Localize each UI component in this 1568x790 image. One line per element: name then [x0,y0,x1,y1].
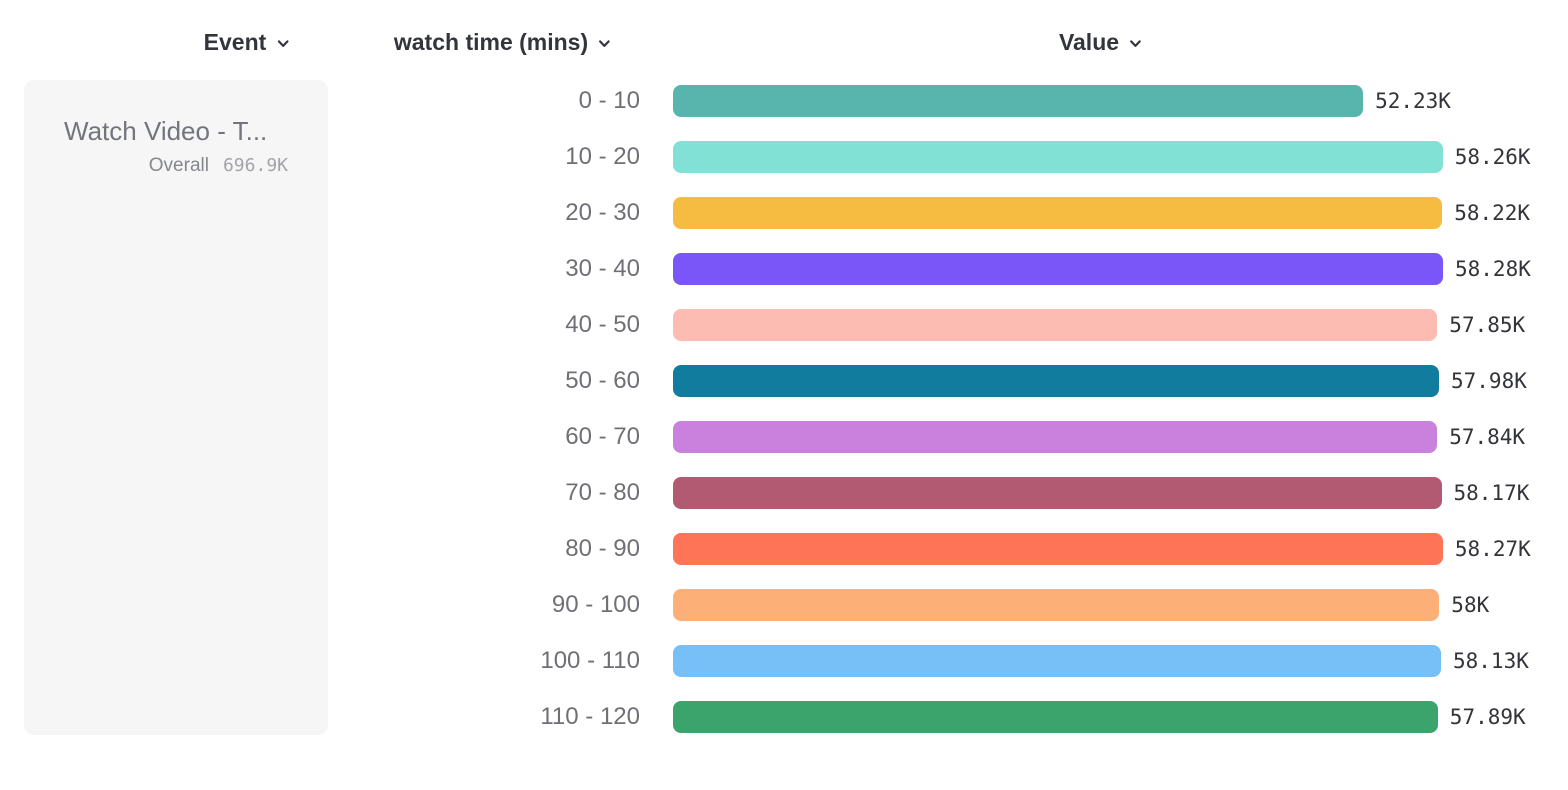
chevron-down-icon [1128,33,1143,51]
bar-value-label: 58K [1451,593,1490,617]
chart-row: 30 - 40 58.28K [440,241,1560,297]
event-column-label: Event [203,28,267,55]
bar-value-label: 58.27K [1454,537,1531,561]
bar-value-label: 58.13K [1453,649,1529,673]
bar-value-label: 57.89K [1449,705,1526,729]
bar[interactable] [673,85,1364,117]
bar-value-label: 58.22K [1454,201,1531,225]
bar[interactable] [673,253,1443,285]
bar-chart: 0 - 10 52.23K 10 - 20 58.26K 20 - 30 58.22K 30… [440,73,1560,745]
chart-row: 90 - 100 58K [440,577,1560,633]
chevron-down-icon [275,33,290,51]
bucket-label: 70 - 80 [565,479,640,506]
bucket-label: 40 - 50 [565,311,640,338]
bar[interactable] [673,141,1443,173]
overall-label: Overall [148,155,209,176]
bucket-label: 0 - 10 [578,87,640,114]
overall-value: 696.9K [222,155,288,176]
value-column-dropdown[interactable]: Value [1059,26,1143,58]
bar-value-label: 58.26K [1454,145,1531,169]
watch-time-column-dropdown[interactable]: watch time (mins) [394,26,612,58]
bar[interactable] [673,533,1443,565]
bucket-label: 90 - 100 [551,591,640,618]
bucket-label: 60 - 70 [565,423,640,450]
event-overall-row: Overall 696.9K [64,155,288,177]
bucket-label: 110 - 120 [540,703,640,730]
bar-value-label: 57.98K [1451,369,1527,393]
chevron-down-icon [597,33,612,51]
bucket-label: 80 - 90 [565,535,640,562]
chart-row: 50 - 60 57.98K [440,353,1560,409]
chart-row: 80 - 90 58.27K [440,521,1560,577]
chart-row: 70 - 80 58.17K [440,465,1560,521]
bucket-label: 20 - 30 [565,199,640,226]
chart-row: 20 - 30 58.22K [440,185,1560,241]
chart-row: 100 - 110 58.13K [440,633,1560,689]
bar-value-label: 57.84K [1449,425,1526,449]
event-legend-card[interactable]: Watch Video - T... Overall 696.9K [24,80,328,735]
bar[interactable] [673,645,1441,677]
chart-row: 10 - 20 58.26K [440,129,1560,185]
bucket-label: 10 - 20 [565,143,640,170]
bar-value-label: 52.23K [1375,89,1451,113]
bar-value-label: 57.85K [1449,313,1526,337]
chart-row: 40 - 50 57.85K [440,297,1560,353]
bar[interactable] [673,477,1442,509]
watch-time-column-label: watch time (mins) [393,28,589,55]
bar[interactable] [673,589,1440,621]
bucket-label: 50 - 60 [565,367,640,394]
bar[interactable] [673,421,1438,453]
value-column-label: Value [1058,28,1120,55]
bar-value-label: 58.28K [1455,257,1531,281]
chart-row: 60 - 70 57.84K [440,409,1560,465]
bucket-label: 30 - 40 [565,255,640,282]
bar[interactable] [673,365,1439,397]
event-name: Watch Video - T... [64,116,268,146]
bucket-label: 100 - 110 [540,647,640,674]
chart-row: 110 - 120 57.89K [440,689,1560,745]
event-column-dropdown[interactable]: Event [204,26,291,58]
bar-value-label: 58.17K [1453,481,1530,505]
bar[interactable] [673,309,1438,341]
bar[interactable] [673,197,1443,229]
bar[interactable] [673,701,1438,733]
chart-row: 0 - 10 52.23K [440,73,1560,129]
